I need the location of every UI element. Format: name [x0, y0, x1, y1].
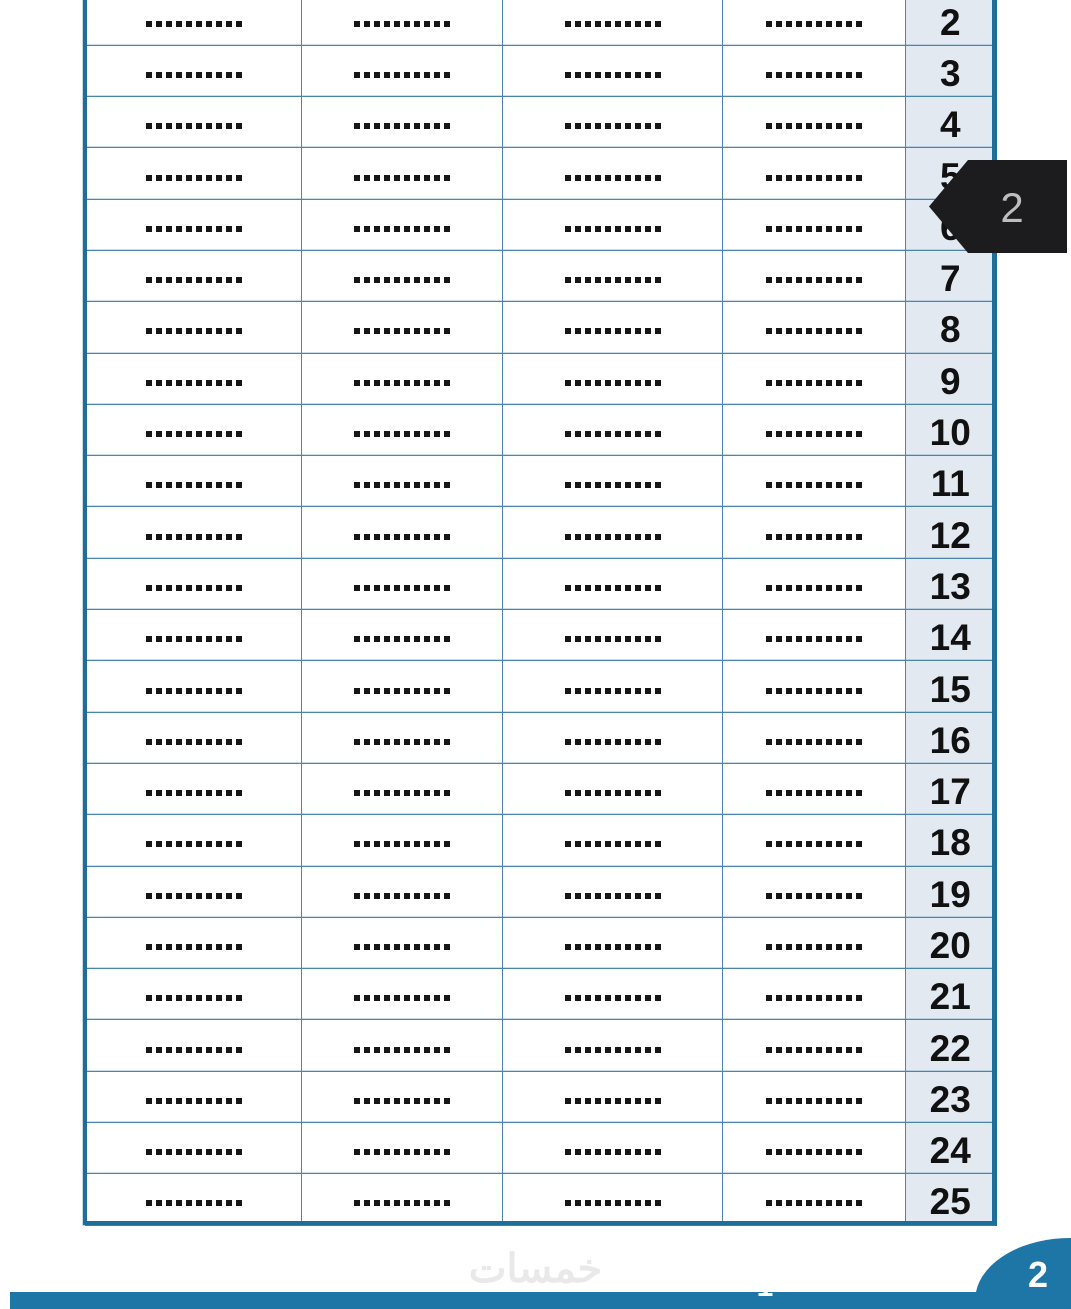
- svg-text:2: 2: [1028, 1254, 1048, 1295]
- svg-text:2: 2: [1000, 184, 1023, 231]
